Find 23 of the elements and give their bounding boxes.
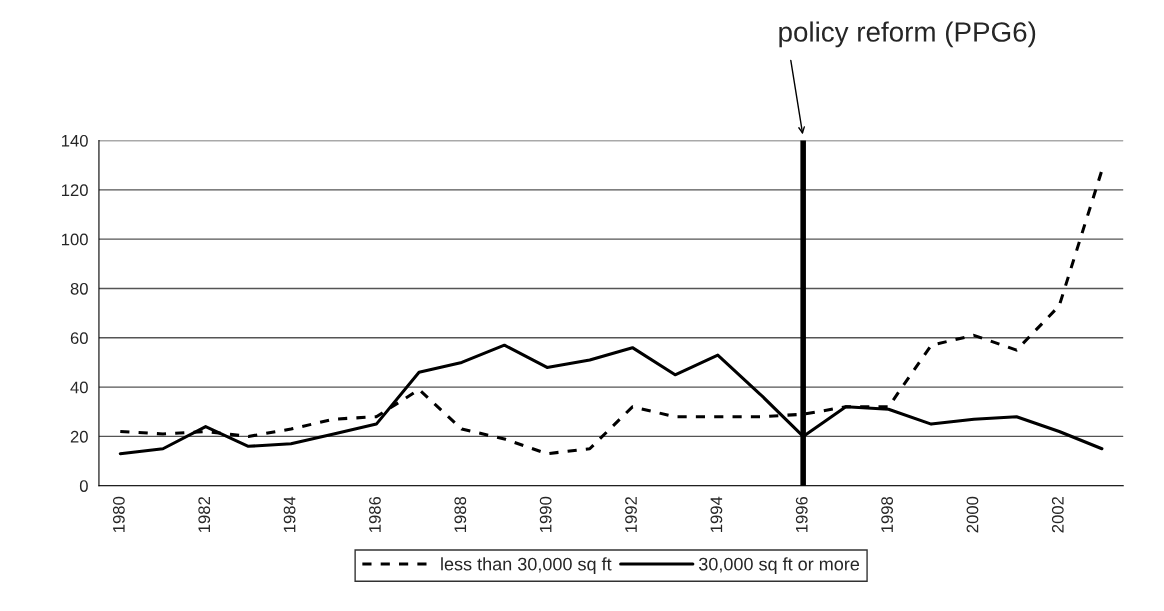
y-tick-label: 100 <box>61 233 88 246</box>
y-tick-label: 60 <box>70 332 88 344</box>
y-tick-label: 20 <box>70 430 88 443</box>
y-tick-label: 0 <box>79 480 88 492</box>
x-tick-label: 1982 <box>198 496 211 532</box>
x-tick-label: 1998 <box>881 496 893 532</box>
x-tick-label: 2002 <box>1051 496 1064 533</box>
x-tick-label: 1984 <box>283 496 296 532</box>
y-tick-label: 80 <box>70 282 88 295</box>
legend-label: 30,000 sq ft or more <box>698 557 860 575</box>
x-tick-label: 2000 <box>966 496 979 533</box>
x-tick-label: 1994 <box>710 496 723 532</box>
ref-line-label: policy reform (PPG6) <box>779 21 1036 48</box>
y-tick-label: 40 <box>70 381 88 394</box>
y-tick-label: 140 <box>61 134 88 147</box>
legend-label: less than 30,000 sq ft <box>441 557 612 575</box>
x-tick-label: 1990 <box>539 496 552 532</box>
x-tick-label: 1988 <box>454 496 467 532</box>
x-tick-label: 1986 <box>369 496 381 532</box>
x-tick-label: 1996 <box>795 496 808 532</box>
x-tick-label: 1992 <box>625 496 637 532</box>
y-tick-label: 120 <box>61 184 88 197</box>
x-tick-label: 1980 <box>112 496 125 532</box>
